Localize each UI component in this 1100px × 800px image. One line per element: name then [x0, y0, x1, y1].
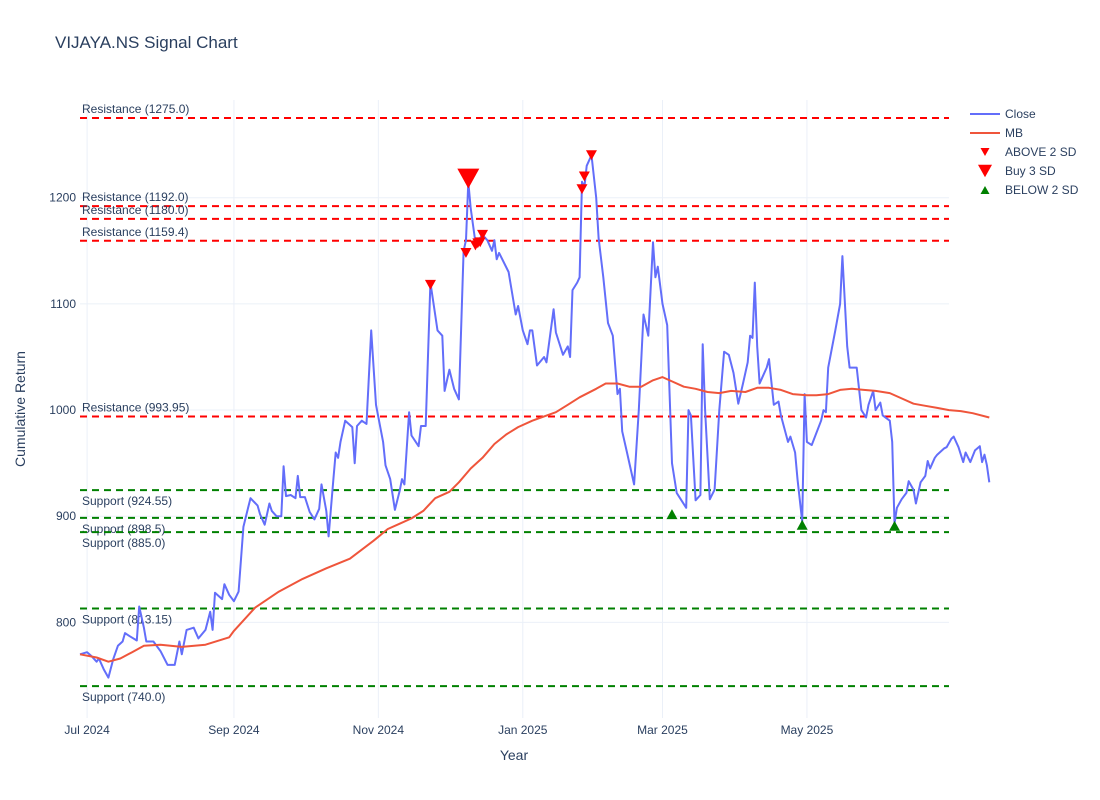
plot-background	[80, 100, 949, 718]
legend-swatch	[980, 185, 990, 195]
axes-layer: 800 900 1000 1100 1200 Jul 2024 Sep 2024 Nov 20…	[49, 191, 833, 737]
y-axis-title: Cumulative Return	[12, 351, 28, 467]
marker-above-2-sd	[585, 150, 597, 161]
series-line-close	[79, 154, 991, 679]
legend-label: MB	[1005, 126, 1023, 140]
marker-below-2-sd	[889, 520, 901, 531]
legend-swatch	[978, 164, 992, 178]
resistance-level-label: Resistance (993.95)	[82, 400, 189, 414]
legend-label: Close	[1005, 107, 1036, 121]
chart-title: VIJAYA.NS Signal Chart	[55, 33, 238, 52]
marker-above-2-sd	[474, 237, 486, 248]
series-line-mb	[79, 376, 990, 663]
legend-label: ABOVE 2 SD	[1005, 145, 1077, 159]
y-tick-label: 900	[56, 509, 76, 523]
series-layer	[79, 154, 991, 679]
marker-above-2-sd	[424, 279, 436, 290]
resistance-level-label: Resistance (1180.0)	[82, 203, 189, 217]
y-tick-label: 800	[56, 615, 76, 629]
legend-label: Buy 3 SD	[1005, 164, 1056, 178]
x-axis-title: Year	[500, 747, 529, 763]
resistance-level-label: Resistance (1159.4)	[82, 225, 189, 239]
y-tick-label: 1000	[49, 403, 76, 417]
x-tick-label: Jul 2024	[64, 723, 110, 737]
marker-below-2-sd	[666, 509, 678, 520]
marker-above-2-sd	[578, 171, 590, 182]
x-tick-label: Sep 2024	[208, 723, 260, 737]
resistance-level-label: Resistance (1275.0)	[82, 102, 189, 116]
resistance-level-label: Resistance (1192.0)	[82, 190, 189, 204]
support-level-label: Support (924.55)	[82, 494, 172, 508]
support-level-label: Support (813.15)	[82, 612, 172, 626]
legend[interactable]: Close MB ABOVE 2 SD Buy 3 SD BELOW 2 SD	[970, 107, 1079, 197]
x-tick-label: Mar 2025	[637, 723, 688, 737]
support-level-label: Support (885.0)	[82, 536, 165, 550]
x-tick-label: Nov 2024	[353, 723, 405, 737]
levels-layer: Resistance (1275.0)Resistance (1192.0)Re…	[80, 102, 949, 704]
y-tick-label: 1100	[50, 297, 76, 311]
support-level-label: Support (898.5)	[82, 522, 165, 536]
legend-label: BELOW 2 SD	[1005, 183, 1079, 197]
marker-below-2-sd	[796, 519, 808, 530]
markers-layer	[424, 150, 901, 531]
x-tick-label: May 2025	[781, 723, 834, 737]
marker-above-2-sd	[477, 229, 489, 240]
marker-above-2-sd	[460, 247, 472, 258]
x-tick-label: Jan 2025	[498, 723, 548, 737]
support-level-label: Support (740.0)	[82, 690, 165, 704]
marker-buy-3-sd	[457, 168, 480, 189]
y-tick-label: 1200	[49, 191, 76, 205]
marker-above-2-sd	[576, 184, 588, 195]
legend-swatch	[980, 147, 990, 157]
